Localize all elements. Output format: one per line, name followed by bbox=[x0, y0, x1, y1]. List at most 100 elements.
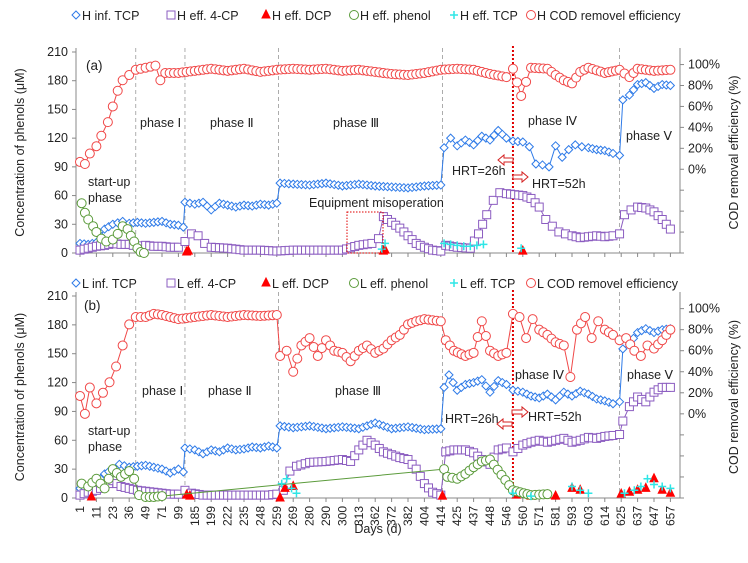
annotation-phase1: phase Ⅰ bbox=[140, 116, 181, 130]
legend-label: L COD removel efficiency bbox=[537, 277, 679, 291]
data-point bbox=[489, 130, 499, 140]
data-point bbox=[524, 142, 535, 152]
annotation-phase2: phase Ⅱ bbox=[208, 384, 252, 398]
data-point bbox=[501, 72, 512, 83]
y-tick-label: 150 bbox=[47, 347, 68, 361]
series-h-eff-tcp bbox=[377, 239, 526, 254]
y-tick-label: 60 bbox=[54, 433, 68, 447]
data-point bbox=[564, 144, 574, 155]
data-point bbox=[488, 195, 498, 205]
data-point bbox=[636, 482, 645, 491]
data-point bbox=[477, 374, 487, 385]
data-point bbox=[117, 340, 128, 351]
data-point bbox=[482, 210, 492, 220]
series-l-eff-4-cp bbox=[75, 382, 675, 500]
x-tick-label: 581 bbox=[549, 506, 563, 526]
data-point bbox=[508, 489, 517, 498]
y-tick-label: 120 bbox=[47, 376, 68, 390]
data-point bbox=[650, 480, 658, 489]
data-point bbox=[568, 482, 576, 491]
y2-tick-label: 60% bbox=[688, 99, 713, 113]
x-tick-label: 99 bbox=[171, 506, 185, 520]
data-point bbox=[542, 489, 553, 500]
data-point bbox=[501, 133, 512, 143]
data-point bbox=[514, 312, 525, 323]
legend-item: L eff. 4-CP bbox=[166, 277, 236, 291]
x-tick-label: 657 bbox=[663, 506, 677, 526]
data-point bbox=[180, 237, 190, 247]
x-tick-label: 290 bbox=[319, 506, 333, 526]
data-point bbox=[466, 242, 475, 251]
data-point bbox=[565, 372, 576, 383]
data-point bbox=[485, 387, 495, 397]
annotation-startup: start-up bbox=[88, 424, 130, 438]
legend-square-icon bbox=[166, 10, 176, 20]
y-tick-label: 210 bbox=[47, 45, 68, 59]
y2-tick-label: 80% bbox=[688, 323, 713, 337]
data-point bbox=[277, 479, 286, 488]
x-tick-label: 625 bbox=[614, 506, 628, 526]
y2-tick-label: 40% bbox=[688, 120, 713, 134]
legend-label: H COD removel efficiency bbox=[537, 9, 681, 23]
data-point bbox=[103, 473, 114, 484]
y2-tick-label: 100% bbox=[688, 302, 720, 316]
legend-triangle-icon bbox=[261, 8, 271, 19]
data-point bbox=[185, 489, 195, 500]
x-tick-label: 560 bbox=[516, 506, 530, 526]
y-tick-label: 180 bbox=[47, 74, 68, 88]
data-point bbox=[91, 226, 102, 237]
series-line bbox=[79, 82, 671, 245]
data-point bbox=[608, 329, 618, 340]
x-tick-label: 372 bbox=[385, 506, 399, 526]
x-tick-label: 71 bbox=[155, 506, 169, 520]
data-point bbox=[155, 75, 166, 86]
data-point bbox=[624, 90, 635, 100]
y-axis-title: Concentration of phenols (μM) bbox=[13, 68, 27, 236]
data-point bbox=[84, 148, 95, 159]
data-point bbox=[178, 222, 189, 232]
data-point bbox=[480, 330, 491, 341]
data-point bbox=[586, 333, 597, 344]
x-tick-label: 1 bbox=[73, 506, 87, 513]
series-h-inf-tcp bbox=[75, 77, 676, 250]
legend-circle-icon bbox=[349, 10, 359, 20]
legend-circle-icon bbox=[349, 278, 359, 288]
legend-label: L eff. DCP bbox=[272, 277, 329, 291]
x-tick-label: 647 bbox=[647, 506, 661, 526]
legend-circle-icon bbox=[526, 10, 536, 20]
x-tick-label: 404 bbox=[417, 506, 431, 526]
x-tick-label: 222 bbox=[221, 506, 235, 526]
data-point bbox=[593, 316, 604, 327]
legend-item: H eff. phenol bbox=[349, 9, 431, 23]
data-point bbox=[531, 159, 541, 169]
y2-tick-label: 40% bbox=[688, 365, 713, 379]
data-point bbox=[615, 229, 625, 239]
data-point bbox=[288, 366, 299, 377]
legend-item: L eff. TCP bbox=[450, 277, 515, 291]
x-tick-label: 437 bbox=[467, 506, 481, 526]
misoperation-box bbox=[346, 211, 384, 254]
data-point bbox=[474, 229, 484, 239]
legend-item: L COD removel efficiency bbox=[526, 277, 679, 291]
data-point bbox=[91, 398, 102, 409]
data-point bbox=[521, 76, 532, 87]
data-point bbox=[632, 484, 643, 494]
data-point bbox=[436, 180, 446, 190]
data-point bbox=[614, 150, 625, 161]
data-point bbox=[117, 75, 128, 86]
data-point bbox=[481, 381, 491, 391]
legend-item: L eff. DCP bbox=[261, 276, 329, 291]
data-point bbox=[157, 491, 167, 502]
x-tick-label: 448 bbox=[483, 506, 497, 526]
data-point bbox=[275, 491, 285, 502]
y2-tick-label: 0% bbox=[688, 162, 706, 176]
data-point bbox=[150, 60, 161, 71]
series-h-eff-4-cp bbox=[75, 188, 675, 256]
x-tick-label: 593 bbox=[565, 506, 579, 526]
data-point bbox=[478, 219, 488, 229]
panel-b: 0 30 60 90 120 150 180 210 0% 20% 40% 60% 80% 100% Con… bbox=[13, 276, 741, 505]
y2-axis-title: COD removal efficiency (%) bbox=[727, 76, 741, 230]
x-tick-label: 259 bbox=[270, 506, 284, 526]
data-point bbox=[557, 152, 567, 162]
data-point bbox=[292, 353, 303, 364]
